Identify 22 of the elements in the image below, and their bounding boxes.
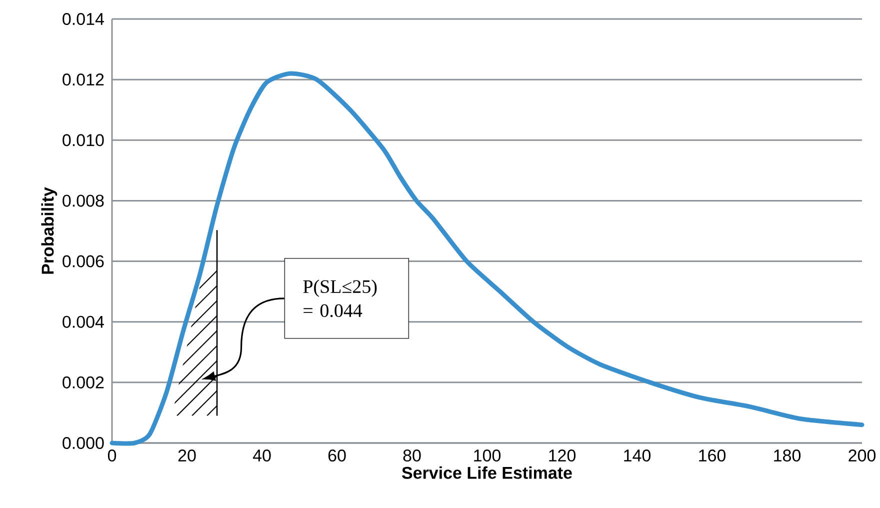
- y-tick-label: 0.014: [62, 12, 104, 26]
- x-axis-title: Service Life Estimate: [402, 466, 572, 479]
- x-tick-label: 180: [774, 450, 801, 462]
- x-tick-label: 0: [108, 450, 116, 462]
- x-tick-label: 140: [624, 450, 651, 462]
- x-tick-label: 100: [474, 450, 501, 462]
- x-tick-label: 120: [549, 450, 576, 462]
- y-tick-label: 0.010: [62, 134, 104, 146]
- x-tick-label: 160: [699, 450, 726, 462]
- x-tick-label: 60: [328, 450, 346, 462]
- y-tick-label: 0.000: [62, 436, 104, 450]
- y-axis-title: Probability: [41, 187, 58, 274]
- x-tick-label: 20: [178, 450, 196, 462]
- y-tick-label: 0.006: [62, 255, 104, 268]
- y-tick-label: 0.012: [62, 74, 104, 86]
- y-tick-label: 0.008: [62, 194, 104, 207]
- x-tick-label: 40: [252, 450, 271, 462]
- y-tick-label: 0.002: [62, 376, 104, 388]
- annotation: P(SL≤25) = 0.044: [303, 280, 377, 318]
- x-tick-label: 80: [403, 450, 421, 462]
- x-tick-label: 200: [848, 450, 876, 462]
- y-tick-label: 0.004: [62, 316, 104, 328]
